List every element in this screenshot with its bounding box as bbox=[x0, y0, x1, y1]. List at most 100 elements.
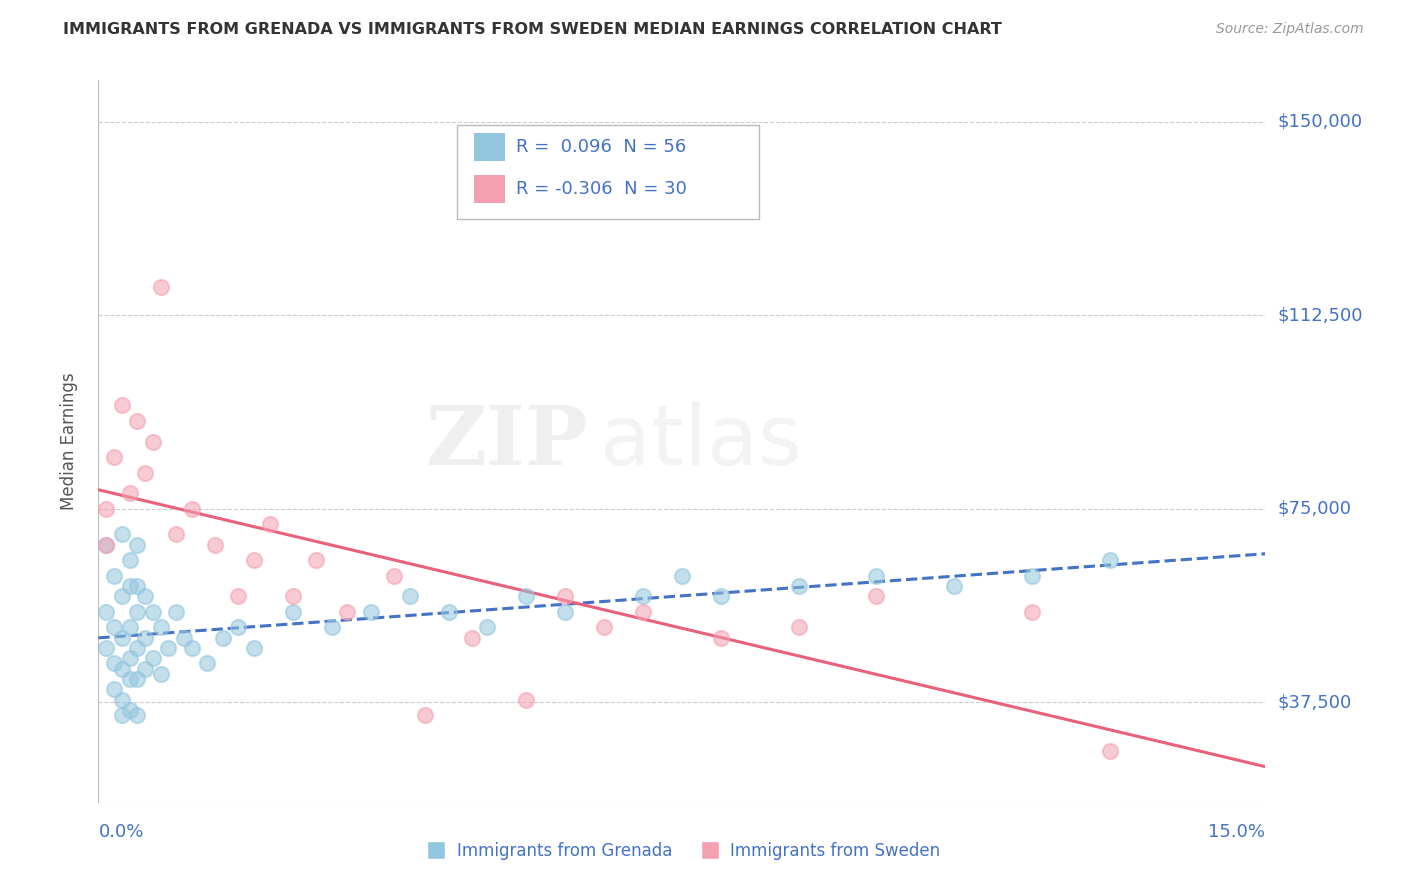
Point bbox=[228, 590, 250, 604]
Point bbox=[413, 708, 436, 723]
Point bbox=[118, 579, 141, 593]
Point bbox=[593, 620, 616, 634]
Point bbox=[103, 450, 125, 464]
Point bbox=[382, 568, 405, 582]
Point bbox=[127, 538, 149, 552]
Text: $75,000: $75,000 bbox=[1277, 500, 1351, 517]
Point bbox=[360, 605, 382, 619]
Point bbox=[710, 590, 733, 604]
Point bbox=[554, 590, 576, 604]
Point bbox=[134, 466, 156, 480]
Point bbox=[281, 605, 304, 619]
Point bbox=[165, 605, 187, 619]
Point bbox=[671, 568, 693, 582]
Point bbox=[118, 672, 141, 686]
Text: R = -0.306  N = 30: R = -0.306 N = 30 bbox=[516, 180, 688, 198]
Text: $112,500: $112,500 bbox=[1277, 306, 1362, 324]
Point bbox=[127, 672, 149, 686]
Point bbox=[118, 651, 141, 665]
Text: 15.0%: 15.0% bbox=[1208, 823, 1265, 841]
Point bbox=[149, 666, 172, 681]
Point bbox=[111, 662, 134, 676]
Point bbox=[118, 620, 141, 634]
Point bbox=[631, 590, 654, 604]
Point bbox=[142, 605, 165, 619]
Point bbox=[398, 590, 420, 604]
Point bbox=[127, 414, 149, 428]
Point bbox=[243, 553, 266, 567]
Point bbox=[127, 605, 149, 619]
Text: 0.0%: 0.0% bbox=[98, 823, 143, 841]
Point bbox=[103, 568, 125, 582]
Text: IMMIGRANTS FROM GRENADA VS IMMIGRANTS FROM SWEDEN MEDIAN EARNINGS CORRELATION CH: IMMIGRANTS FROM GRENADA VS IMMIGRANTS FR… bbox=[63, 22, 1002, 37]
Point bbox=[787, 579, 810, 593]
Point bbox=[204, 538, 226, 552]
Point bbox=[865, 568, 887, 582]
Point bbox=[103, 620, 125, 634]
Point bbox=[631, 605, 654, 619]
Point bbox=[259, 517, 281, 532]
Text: atlas: atlas bbox=[600, 401, 801, 482]
Point bbox=[943, 579, 966, 593]
Point bbox=[173, 631, 195, 645]
Point bbox=[281, 590, 304, 604]
Point bbox=[111, 527, 134, 541]
Point bbox=[1021, 605, 1043, 619]
Point bbox=[134, 662, 156, 676]
Point bbox=[305, 553, 328, 567]
Point bbox=[165, 527, 187, 541]
Point bbox=[118, 703, 141, 717]
Point bbox=[127, 640, 149, 655]
Text: Source: ZipAtlas.com: Source: ZipAtlas.com bbox=[1216, 22, 1364, 37]
Point bbox=[437, 605, 460, 619]
Legend: Immigrants from Grenada, Immigrants from Sweden: Immigrants from Grenada, Immigrants from… bbox=[416, 836, 948, 867]
Point bbox=[1098, 744, 1121, 758]
Point bbox=[195, 657, 218, 671]
Point bbox=[111, 708, 134, 723]
Text: R =  0.096  N = 56: R = 0.096 N = 56 bbox=[516, 138, 686, 156]
Point bbox=[118, 486, 141, 500]
Point bbox=[336, 605, 359, 619]
Text: $37,500: $37,500 bbox=[1277, 693, 1351, 711]
Point bbox=[127, 579, 149, 593]
Point bbox=[1098, 553, 1121, 567]
Point bbox=[96, 538, 118, 552]
Point bbox=[134, 631, 156, 645]
Point bbox=[118, 553, 141, 567]
Point bbox=[710, 631, 733, 645]
Point bbox=[321, 620, 343, 634]
Point bbox=[96, 538, 118, 552]
Point bbox=[228, 620, 250, 634]
Point bbox=[180, 501, 202, 516]
Point bbox=[461, 631, 484, 645]
Text: $150,000: $150,000 bbox=[1277, 112, 1362, 130]
Point bbox=[149, 620, 172, 634]
Point bbox=[515, 692, 537, 706]
Point bbox=[1021, 568, 1043, 582]
Point bbox=[103, 682, 125, 697]
Point bbox=[554, 605, 576, 619]
Point bbox=[96, 605, 118, 619]
Point bbox=[111, 692, 134, 706]
Point bbox=[142, 434, 165, 449]
Point bbox=[96, 640, 118, 655]
Point bbox=[180, 640, 202, 655]
Point bbox=[149, 279, 172, 293]
Point bbox=[212, 631, 235, 645]
Point bbox=[134, 590, 156, 604]
Point bbox=[96, 501, 118, 516]
Point bbox=[515, 590, 537, 604]
Point bbox=[477, 620, 499, 634]
Point bbox=[157, 640, 180, 655]
Point bbox=[865, 590, 887, 604]
Text: ZIP: ZIP bbox=[426, 401, 589, 482]
Point bbox=[103, 657, 125, 671]
Point bbox=[787, 620, 810, 634]
Point bbox=[127, 708, 149, 723]
Point bbox=[243, 640, 266, 655]
Point bbox=[111, 631, 134, 645]
Y-axis label: Median Earnings: Median Earnings bbox=[59, 373, 77, 510]
Point bbox=[111, 590, 134, 604]
Point bbox=[111, 398, 134, 412]
Point bbox=[142, 651, 165, 665]
